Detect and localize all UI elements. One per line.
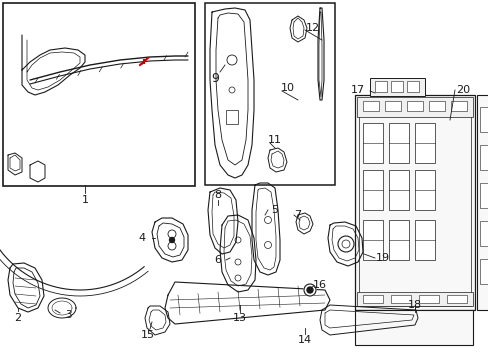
Bar <box>354 310 472 345</box>
Text: 2: 2 <box>15 313 21 323</box>
Bar <box>446 295 466 303</box>
Bar <box>390 81 402 92</box>
Bar <box>362 123 382 163</box>
Text: 20: 20 <box>455 85 469 95</box>
Text: 11: 11 <box>267 135 282 145</box>
Bar <box>362 295 382 303</box>
Text: 10: 10 <box>281 83 294 93</box>
Circle shape <box>169 238 174 243</box>
Bar <box>406 101 422 111</box>
Bar <box>390 295 410 303</box>
Bar <box>479 107 488 132</box>
Text: 16: 16 <box>312 280 326 290</box>
Text: 19: 19 <box>375 253 389 263</box>
Bar <box>3 3 195 186</box>
Text: 8: 8 <box>214 190 221 200</box>
Text: 13: 13 <box>232 313 246 323</box>
Bar <box>479 145 488 170</box>
Bar <box>479 221 488 246</box>
Bar <box>356 292 472 306</box>
Text: 9: 9 <box>211 72 219 85</box>
Bar <box>388 170 408 210</box>
Bar <box>225 110 238 124</box>
Text: 15: 15 <box>141 330 155 340</box>
Bar <box>388 123 408 163</box>
Bar <box>476 95 488 310</box>
Bar <box>362 220 382 260</box>
Text: 12: 12 <box>305 23 320 33</box>
Bar <box>362 170 382 210</box>
Bar <box>384 101 400 111</box>
Bar <box>374 81 386 92</box>
Bar <box>388 220 408 260</box>
Bar <box>354 95 474 310</box>
Text: 1: 1 <box>81 195 88 205</box>
Bar <box>358 99 470 306</box>
Circle shape <box>304 284 315 296</box>
Text: 4: 4 <box>138 233 145 243</box>
Circle shape <box>306 287 312 293</box>
Bar <box>204 3 334 185</box>
Bar <box>406 81 418 92</box>
Bar <box>479 183 488 208</box>
Bar <box>450 101 466 111</box>
Bar <box>414 170 434 210</box>
Bar <box>362 101 378 111</box>
Text: 17: 17 <box>350 85 365 95</box>
Text: 14: 14 <box>297 335 311 345</box>
Bar <box>414 123 434 163</box>
Text: 5: 5 <box>271 205 278 215</box>
Bar <box>356 97 472 117</box>
Bar <box>414 220 434 260</box>
Bar <box>369 78 424 96</box>
Text: 3: 3 <box>64 310 71 320</box>
Text: 18: 18 <box>407 300 421 310</box>
Bar <box>479 259 488 284</box>
Text: 7: 7 <box>294 210 301 220</box>
Bar <box>418 295 438 303</box>
Text: 6: 6 <box>214 255 221 265</box>
Bar <box>428 101 444 111</box>
